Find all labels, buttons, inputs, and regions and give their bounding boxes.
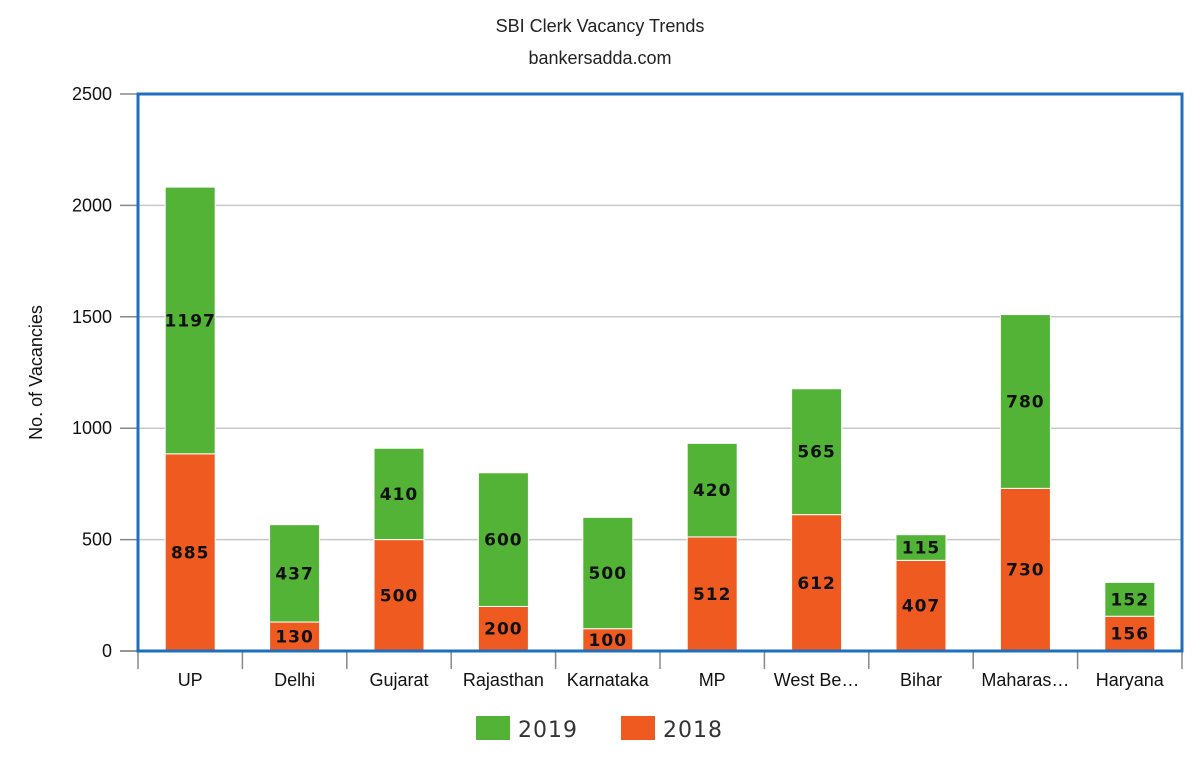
- data-label: 500: [380, 586, 419, 606]
- data-label: 407: [902, 597, 941, 617]
- bar-2019: [895, 534, 947, 561]
- y-tick-label: 1500: [72, 307, 112, 327]
- category-label: Haryana: [1096, 670, 1165, 690]
- data-label: 410: [380, 485, 419, 505]
- data-label: 156: [1111, 625, 1150, 645]
- chart-subtitle: bankersadda.com: [528, 48, 672, 68]
- data-label: 512: [693, 585, 732, 605]
- category-label: UP: [178, 670, 203, 690]
- category-label: MP: [699, 670, 726, 690]
- data-label: 612: [797, 574, 836, 594]
- category-label: Karnataka: [567, 670, 650, 690]
- category-label: Bihar: [900, 670, 942, 690]
- bar-2018: [999, 487, 1051, 652]
- category-label: Delhi: [274, 670, 315, 690]
- y-tick-label: 0: [102, 641, 112, 661]
- y-tick-label: 500: [82, 530, 112, 550]
- data-label: 115: [902, 539, 941, 559]
- bar-2019: [999, 314, 1051, 489]
- y-tick-label: 2500: [72, 84, 112, 104]
- plot-border: [136, 92, 1184, 653]
- bar-2018: [791, 514, 843, 652]
- data-label: 152: [1111, 590, 1150, 610]
- category-label: Rajasthan: [463, 670, 544, 690]
- bar-2018: [269, 621, 321, 652]
- data-label: 565: [797, 443, 836, 463]
- data-label: 420: [693, 481, 732, 501]
- chart-title: SBI Clerk Vacancy Trends: [495, 16, 705, 36]
- data-label: 437: [275, 564, 314, 584]
- data-label: 780: [1006, 392, 1045, 412]
- legend-label-2018: 2018: [663, 718, 723, 743]
- legend-label-2019: 2019: [518, 718, 578, 743]
- legend-swatch-2018: [621, 716, 655, 740]
- bar-2019: [164, 186, 216, 455]
- bar-2019: [477, 472, 529, 607]
- data-label: 500: [589, 564, 628, 584]
- data-label: 1197: [165, 311, 216, 331]
- legend-swatch-2019: [476, 716, 510, 740]
- bar-2019: [582, 516, 634, 630]
- bar-2019: [686, 442, 738, 538]
- data-label: 730: [1006, 561, 1045, 581]
- bar-2018: [477, 605, 529, 652]
- bar-2019: [373, 447, 425, 541]
- bar-2019: [269, 524, 321, 623]
- data-label: 200: [484, 620, 523, 640]
- data-label: 885: [171, 543, 210, 563]
- category-label: Maharas…: [981, 670, 1069, 690]
- category-label: West Be…: [774, 670, 860, 690]
- data-label: 130: [275, 628, 314, 648]
- bar-2019: [1104, 581, 1156, 617]
- bar-2019: [791, 388, 843, 516]
- data-label: 600: [484, 531, 523, 551]
- y-axis-title: No. of Vacancies: [26, 305, 46, 440]
- data-label: 100: [589, 631, 628, 651]
- category-label: Gujarat: [369, 670, 428, 690]
- y-tick-label: 1000: [72, 418, 112, 438]
- y-tick-label: 2000: [72, 195, 112, 215]
